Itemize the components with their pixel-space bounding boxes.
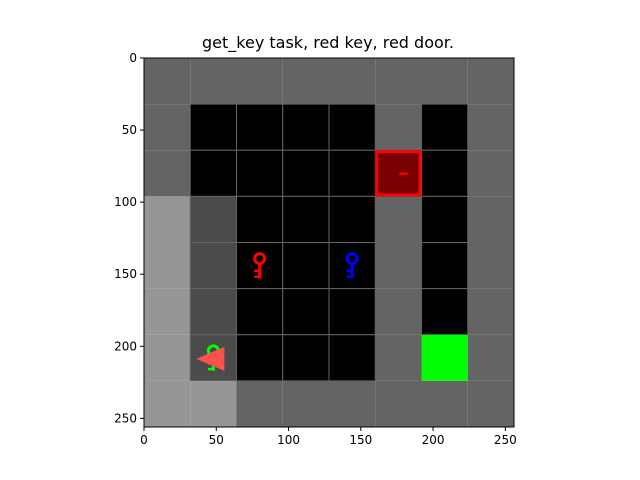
floor-cell: [421, 195, 469, 243]
wall-cell: [282, 380, 329, 427]
wall-cell: [375, 58, 422, 105]
key-tooth: [254, 269, 259, 273]
visible-wall-cell: [144, 242, 191, 289]
y-tick-label: 100: [114, 195, 137, 209]
wall-cell: [144, 58, 191, 105]
floor-cell: [328, 103, 376, 151]
wall-cell: [467, 196, 514, 243]
wall-cell: [467, 150, 514, 197]
agent-icon: [196, 346, 225, 371]
visible-wall-cell: [144, 288, 191, 335]
wall-cell: [375, 334, 422, 381]
wall-cell: [190, 58, 237, 105]
red-key-icon: [253, 252, 267, 279]
wall-cell: [467, 380, 514, 427]
x-tick-label: 100: [277, 433, 300, 447]
wall-cell: [236, 380, 283, 427]
blue-key-icon: [345, 252, 359, 279]
y-tick-label: 200: [114, 339, 137, 353]
wall-cell: [329, 58, 376, 105]
wall-cell: [375, 242, 422, 289]
x-axis: 0 50 100 150 200 250: [140, 427, 517, 447]
floor-cell: [328, 195, 376, 243]
wall-cell: [282, 58, 329, 105]
visible-floor-cell: [189, 242, 237, 290]
visible-wall-cell: [144, 380, 191, 427]
visible-wall-cell: [144, 334, 191, 381]
visible-floor-cell: [189, 195, 237, 243]
floor-cell: [236, 103, 284, 151]
wall-cell: [329, 380, 376, 427]
wall-cell: [144, 104, 191, 151]
key-tooth: [346, 269, 351, 273]
wall-cell: [144, 150, 191, 197]
y-axis: 0 50 100 150 200 250: [114, 51, 144, 425]
red-door-icon: [375, 150, 422, 197]
goal-cell: [421, 334, 468, 381]
wall-cell: [467, 288, 514, 335]
floor-cell: [236, 195, 284, 243]
x-tick-label: 50: [209, 433, 224, 447]
x-tick-label: 250: [494, 433, 517, 447]
y-tick-label: 0: [129, 51, 137, 65]
floor-cell: [189, 103, 237, 151]
visible-wall-cell: [144, 196, 191, 243]
floor-cell: [421, 149, 469, 197]
floor-cell: [421, 103, 469, 151]
floor-cell: [282, 149, 330, 197]
wall-cell: [375, 196, 422, 243]
wall-cell: [421, 58, 468, 105]
wall-cell: [467, 104, 514, 151]
x-tick-label: 200: [422, 433, 445, 447]
key-tooth: [207, 367, 212, 371]
y-tick-label: 50: [122, 123, 137, 137]
floor-cell: [189, 149, 237, 197]
floor-cell: [282, 103, 330, 151]
wall-cell: [375, 288, 422, 335]
key-tooth: [254, 275, 259, 279]
floor-cell: [282, 195, 330, 243]
wall-cell: [236, 58, 283, 105]
floor-cell: [282, 288, 330, 336]
x-tick-label: 150: [349, 433, 372, 447]
floor-cell: [328, 288, 376, 336]
wall-cell: [375, 380, 422, 427]
floor-cell: [236, 288, 284, 336]
y-tick-label: 250: [114, 411, 137, 425]
floor-cell: [421, 242, 469, 290]
visible-floor-cell: [189, 288, 237, 336]
wall-cell: [467, 334, 514, 381]
plot-title: get_key task, red key, red door.: [202, 33, 454, 52]
wall-cell: [467, 58, 514, 105]
gridworld-board: [144, 58, 514, 427]
wall-cell: [467, 242, 514, 289]
floor-cell: [328, 334, 376, 382]
floor-cell: [421, 288, 469, 336]
wall-cell: [421, 380, 468, 427]
floor-cell: [236, 334, 284, 382]
key-tooth: [346, 275, 351, 279]
floor-cell: [282, 334, 330, 382]
x-tick-label: 0: [140, 433, 148, 447]
floor-cell: [236, 149, 284, 197]
floor-cell: [328, 149, 376, 197]
wall-cell: [375, 104, 422, 151]
key-shaft: [258, 263, 262, 279]
key-shaft: [350, 263, 354, 279]
floor-cell: [282, 242, 330, 290]
visible-wall-cell: [190, 380, 237, 427]
y-tick-label: 150: [114, 267, 137, 281]
door-handle-icon: [399, 172, 408, 175]
plot-frame: [143, 57, 515, 428]
